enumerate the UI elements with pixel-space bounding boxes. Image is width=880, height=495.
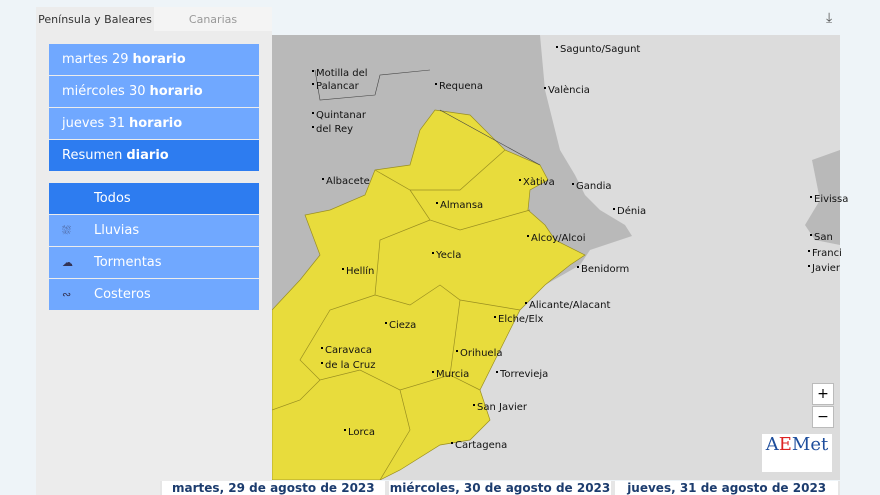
day-mode: horario (129, 116, 183, 131)
coastal-icon: ∾ (62, 288, 72, 301)
city-label: Caravaca (320, 345, 373, 356)
zoom-in-button[interactable]: + (812, 383, 834, 405)
city-label: Albacete (322, 176, 370, 187)
filter-label: Lluvias (94, 223, 140, 238)
aemet-logo: AEMet (762, 434, 832, 472)
day-jueves[interactable]: jueves 31 horario (49, 108, 259, 139)
city-label: Orihuela (456, 348, 503, 359)
date-tab[interactable]: miércoles, 30 de agosto de 2023 (388, 481, 612, 495)
province-borders (314, 69, 541, 166)
city-label: Yecla (431, 250, 462, 261)
storm-icon: ☁ (62, 256, 73, 269)
warning-zone-yellow (272, 109, 586, 480)
city-label: Palancar (312, 81, 359, 92)
city-label: Gandia (571, 181, 612, 192)
city-label: del Rey (311, 124, 354, 135)
day-label: Resumen (62, 148, 123, 163)
city-label: Dénia (612, 206, 647, 217)
city-label: Cartagena (450, 440, 508, 451)
side-panel: Península y Baleares Canarias martes 29 h… (36, 7, 272, 495)
zone-borders (272, 149, 531, 480)
date-bar: martes, 29 de agosto de 2023 miércoles, … (160, 481, 840, 495)
city-label: Javier (807, 263, 841, 274)
day-mode: horario (132, 52, 186, 67)
city-label: Motilla del (312, 68, 368, 79)
rain-icon: ⛆ (62, 223, 71, 237)
day-label: jueves 31 (62, 116, 125, 131)
city-label: Eivissa (809, 194, 849, 205)
warning-map[interactable] (272, 35, 840, 480)
city-label: Alcoy/Alcoi (527, 233, 586, 244)
island-ibiza (805, 150, 840, 245)
city-label: Requena (435, 81, 483, 92)
city-label: Murcia (431, 369, 470, 380)
filter-costeros[interactable]: ∾ Costeros (49, 279, 259, 310)
day-martes[interactable]: martes 29 horario (49, 44, 259, 75)
zoom-out-button[interactable]: − (812, 406, 834, 428)
day-mode: horario (149, 84, 203, 99)
filter-tormentas[interactable]: ☁ Tormentas (49, 247, 259, 278)
filter-todos[interactable]: Todos (49, 183, 259, 214)
day-mode: diario (126, 148, 169, 163)
filter-lluvias[interactable]: ⛆ Lluvias (49, 215, 259, 246)
city-label: Quintanar (312, 110, 366, 121)
city-label: Torrevieja (495, 369, 549, 380)
city-label: Xàtiva (519, 177, 555, 188)
city-label: Benidorm (576, 264, 630, 275)
city-label: Almansa (435, 200, 484, 211)
city-label: Cieza (384, 320, 417, 331)
filter-label: Todos (94, 191, 131, 206)
city-label: de la Cruz (320, 360, 376, 371)
day-resumen[interactable]: Resumen diario (49, 140, 259, 171)
day-miercoles[interactable]: miércoles 30 horario (49, 76, 259, 107)
city-label: Alicante/Alacant (524, 300, 611, 311)
city-label: Hellín (341, 266, 375, 277)
city-label: València (544, 85, 590, 96)
download-icon[interactable]: ⤓ (826, 10, 833, 26)
date-tab[interactable]: martes, 29 de agosto de 2023 (162, 481, 385, 495)
date-tab[interactable]: jueves, 31 de agosto de 2023 (615, 481, 839, 495)
city-label: San Javier (472, 402, 528, 413)
city-label: Franci (808, 248, 842, 259)
filter-label: Tormentas (94, 255, 162, 270)
city-label: Lorca (343, 427, 376, 438)
day-label: miércoles 30 (62, 84, 146, 99)
tab-peninsula[interactable]: Península y Baleares (38, 12, 152, 26)
city-label: San (810, 232, 833, 243)
city-label: Elche/Elx (493, 314, 544, 325)
tab-canarias[interactable]: Canarias (154, 7, 272, 31)
day-label: martes 29 (62, 52, 129, 67)
filter-label: Costeros (94, 287, 151, 302)
city-label: Sagunto/Sagunt (555, 44, 641, 55)
